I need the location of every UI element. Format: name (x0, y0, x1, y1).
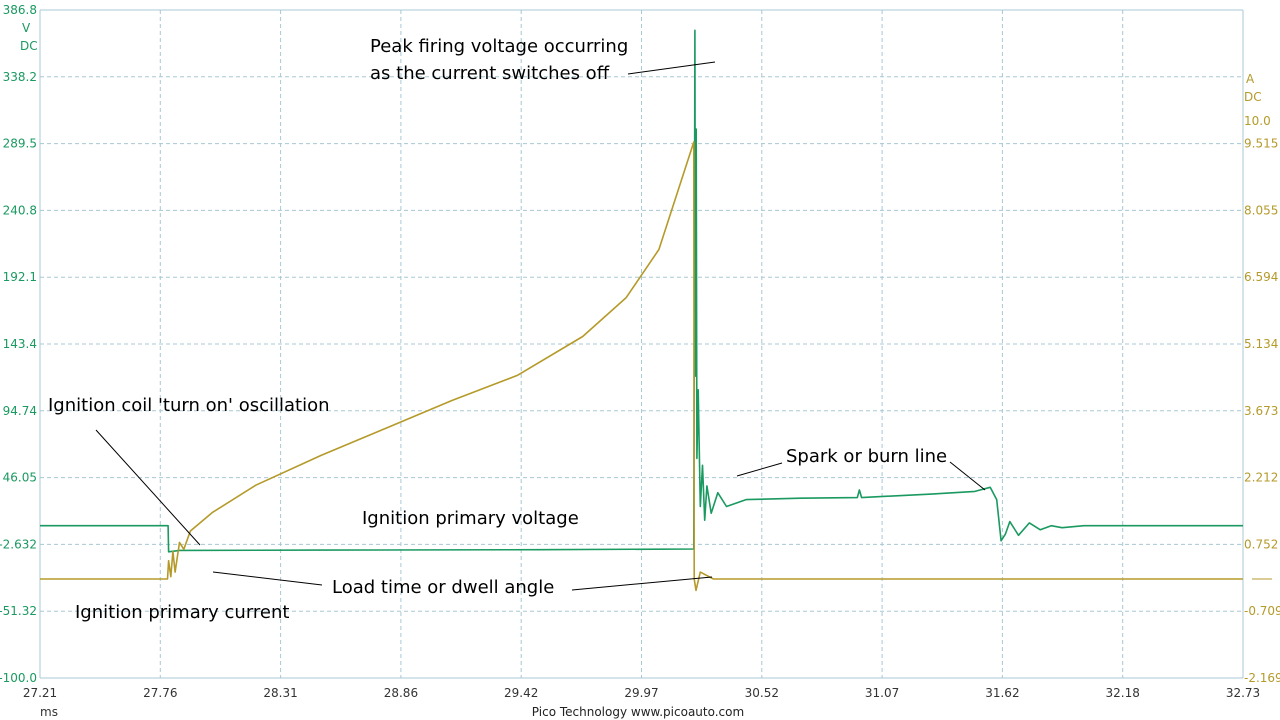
right-tick-label: -2.169 (1244, 671, 1280, 685)
annotation-dwell: Load time or dwell angle (332, 577, 554, 598)
x-tick-label: 28.31 (263, 686, 297, 700)
left-tick-label: 338.2 (3, 70, 37, 84)
leader-spark-right (949, 461, 986, 491)
leader-spark-left (736, 462, 783, 477)
left-tick-label: 143.4 (3, 337, 37, 351)
leader-turn-on (95, 429, 201, 546)
leader-peak (627, 61, 716, 75)
left-axis-ticks: 386.8 338.2 289.5 240.8 192.1 143.4 94.74 46.05… (0, 3, 37, 685)
leader-dwell-right (571, 576, 713, 591)
left-tick-label: -2.632 (0, 537, 37, 551)
x-tick-label: 27.76 (143, 686, 177, 700)
left-tick-label: 192.1 (3, 270, 37, 284)
left-unit-label: V (22, 21, 31, 35)
left-coupling-label: DC (20, 39, 38, 53)
right-coupling-label: DC (1244, 90, 1262, 104)
x-tick-label: 31.62 (985, 686, 1019, 700)
right-tick-label: 2.212 (1244, 471, 1278, 485)
x-unit-label: ms (40, 705, 58, 719)
annotation-primary-voltage: Ignition primary voltage (362, 508, 579, 529)
right-unit-label: A (1246, 72, 1255, 86)
left-tick-label: -51.32 (0, 604, 37, 618)
left-tick-label: -100.0 (0, 671, 37, 685)
right-tick-label: 10.0 (1244, 114, 1271, 128)
right-tick-label: 3.673 (1244, 404, 1278, 418)
grid (39, 9, 1244, 679)
leader-dwell-left (212, 571, 323, 586)
right-tick-label: 0.752 (1244, 537, 1278, 551)
x-axis-ticks: 27.21 27.76 28.31 28.86 29.42 29.97 30.52 31.07… (23, 686, 1260, 700)
x-tick-label: 27.21 (23, 686, 57, 700)
x-tick-label: 28.86 (384, 686, 418, 700)
current-trace (40, 141, 1243, 592)
annotation-leaders (95, 61, 986, 591)
footer-credit: Pico Technology www.picoauto.com (532, 705, 744, 719)
right-axis-ticks: 10.0 9.515 8.055 6.594 5.134 3.673 2.212 0.752 -… (1244, 114, 1280, 685)
x-tick-label: 32.73 (1226, 686, 1260, 700)
annotation-peak-line1: Peak firing voltage occurring (370, 36, 628, 57)
annotation-spark: Spark or burn line (786, 446, 947, 467)
left-tick-label: 289.5 (3, 137, 37, 151)
left-tick-label: 386.8 (3, 3, 37, 17)
right-tick-label: 9.515 (1244, 137, 1278, 151)
x-tick-label: 29.97 (624, 686, 658, 700)
x-tick-label: 29.42 (504, 686, 538, 700)
right-tick-label: 6.594 (1244, 270, 1278, 284)
annotation-turn-on: Ignition coil 'turn on' oscillation (48, 395, 330, 416)
annotation-peak-line2: as the current switches off (370, 63, 610, 84)
x-tick-label: 31.07 (865, 686, 899, 700)
left-tick-label: 94.74 (3, 404, 37, 418)
right-tick-label: -0.709 (1244, 604, 1280, 618)
series (40, 29, 1243, 592)
left-tick-label: 46.05 (3, 471, 37, 485)
left-tick-label: 240.8 (3, 203, 37, 217)
x-tick-label: 30.52 (745, 686, 779, 700)
x-tick-label: 32.18 (1106, 686, 1140, 700)
right-tick-label: 5.134 (1244, 337, 1278, 351)
annotation-primary-current: Ignition primary current (75, 602, 289, 623)
right-tick-label: 8.055 (1244, 203, 1278, 217)
